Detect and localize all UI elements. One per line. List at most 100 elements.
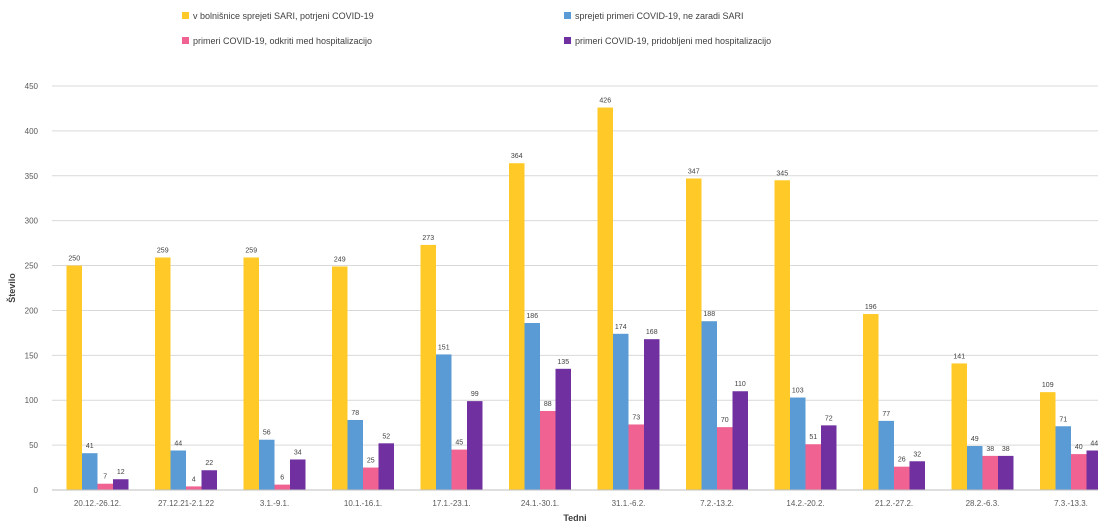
x-tick-label: 24.1.-30.1.	[521, 499, 559, 508]
x-tick-label: 10.1.-16.1.	[344, 499, 382, 508]
legend-label: sprejeti primeri COVID-19, ne zaradi SAR…	[575, 11, 744, 21]
bar	[155, 257, 171, 490]
bar	[1056, 426, 1072, 490]
bar	[1040, 392, 1056, 490]
bar	[1071, 454, 1087, 490]
bar	[821, 425, 837, 490]
bar	[113, 479, 129, 490]
data-label: 77	[882, 411, 890, 418]
bar	[332, 266, 348, 490]
data-label: 41	[86, 443, 94, 450]
bar	[275, 485, 291, 490]
y-tick-label: 400	[25, 127, 39, 136]
x-tick-label: 17.1.-23.1.	[432, 499, 470, 508]
y-axis-label: Število	[6, 273, 17, 303]
bar	[910, 461, 926, 490]
bar	[644, 339, 660, 490]
bar	[967, 446, 983, 490]
x-tick-label: 31.1.-6.2.	[612, 499, 646, 508]
data-label: 273	[422, 235, 434, 242]
y-tick-label: 100	[25, 396, 39, 405]
legend-swatch	[182, 37, 189, 44]
data-label: 72	[825, 415, 833, 422]
legend-swatch	[564, 37, 571, 44]
bar	[998, 456, 1014, 490]
data-label: 249	[334, 256, 346, 263]
bar	[556, 369, 572, 490]
data-label: 6	[280, 475, 284, 482]
x-tick-label: 7.3.-13.3.	[1054, 499, 1088, 508]
data-label: 4	[192, 476, 196, 483]
bar	[290, 459, 306, 490]
bar	[790, 398, 806, 490]
data-label: 186	[526, 313, 538, 320]
bar	[259, 440, 275, 490]
data-label: 49	[971, 436, 979, 443]
data-label: 109	[1042, 382, 1054, 389]
data-label: 44	[174, 440, 182, 447]
data-label: 364	[511, 153, 523, 160]
bar	[775, 180, 791, 490]
bar	[894, 467, 910, 490]
legend-label: primeri COVID-19, odkriti med hospitaliz…	[193, 36, 372, 46]
y-tick-label: 150	[25, 351, 39, 360]
data-label: 259	[157, 247, 169, 254]
data-label: 347	[688, 168, 700, 175]
legend: v bolnišnice sprejeti SARI, potrjeni COV…	[182, 11, 771, 46]
legend-swatch	[182, 12, 189, 19]
data-label: 25	[367, 458, 375, 465]
data-label: 32	[913, 451, 921, 458]
x-tick-label: 27.12.21-2.1.22	[158, 499, 215, 508]
bar	[983, 456, 999, 490]
data-label: 196	[865, 304, 877, 311]
bar	[702, 321, 718, 490]
gridlines	[52, 86, 1098, 445]
data-label: 73	[632, 414, 640, 421]
legend-item: primeri COVID-19, odkriti med hospitaliz…	[182, 36, 372, 46]
data-label: 151	[438, 344, 450, 351]
legend-item: v bolnišnice sprejeti SARI, potrjeni COV…	[182, 11, 374, 21]
data-label: 44	[1090, 440, 1098, 447]
x-tick-label: 21.2.-27.2.	[875, 499, 913, 508]
x-tick-label: 3.1.-9.1.	[260, 499, 289, 508]
bar	[436, 354, 452, 490]
bar	[421, 245, 437, 490]
data-label: 174	[615, 324, 627, 331]
bar	[82, 453, 98, 490]
x-tick-label: 7.2.-13.2.	[700, 499, 734, 508]
data-label: 135	[557, 359, 569, 366]
data-label: 34	[294, 449, 302, 456]
bar	[686, 178, 702, 490]
bar	[863, 314, 879, 490]
x-tick-label: 28.2.-6.3.	[966, 499, 1000, 508]
bar	[186, 486, 202, 490]
data-label: 70	[721, 417, 729, 424]
y-tick-label: 200	[25, 306, 39, 315]
bar	[717, 427, 733, 490]
bar	[1087, 450, 1098, 490]
x-tick-label: 20.12.-26.12.	[74, 499, 121, 508]
y-tick-label: 250	[25, 262, 39, 271]
data-label: 26	[898, 457, 906, 464]
data-label: 7	[103, 474, 107, 481]
y-tick-label: 50	[29, 441, 38, 450]
data-label: 38	[1002, 446, 1010, 453]
bar	[613, 334, 629, 490]
y-tick-label: 0	[34, 486, 39, 495]
bar	[525, 323, 541, 490]
bar	[202, 470, 218, 490]
data-label: 40	[1075, 444, 1083, 451]
data-label: 110	[735, 381, 746, 388]
data-label: 88	[544, 401, 552, 408]
data-label: 99	[471, 391, 479, 398]
legend-label: v bolnišnice sprejeti SARI, potrjeni COV…	[193, 11, 374, 21]
bar	[879, 421, 895, 490]
bar	[363, 468, 379, 490]
legend-item: sprejeti primeri COVID-19, ne zaradi SAR…	[564, 11, 744, 21]
data-label: 22	[205, 460, 213, 467]
data-label: 78	[351, 410, 359, 417]
data-label: 52	[382, 433, 390, 440]
